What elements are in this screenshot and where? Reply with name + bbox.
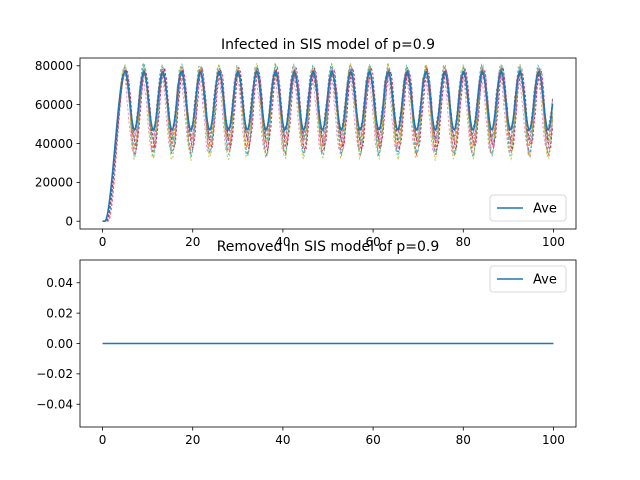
legend-label-ave: Ave: [533, 202, 557, 217]
chart-panel-1: Infected in SIS model of p=0.9 0 20 40 60 80 1…: [35, 37, 577, 249]
x-tick-label: 100: [542, 235, 565, 249]
legend-box: [489, 265, 567, 293]
y-tick-label: −0.04: [36, 398, 73, 412]
y-tick-label: 20000: [35, 176, 73, 190]
legend-label-ave: Ave: [533, 273, 557, 288]
legend: Ave: [489, 194, 567, 222]
y-tick-label: −0.02: [36, 367, 73, 381]
x-tick-label: 40: [275, 433, 290, 447]
x-tick-label: 0: [99, 235, 107, 249]
x-tick-label: 60: [365, 235, 380, 249]
x-tick-label: 0: [99, 433, 107, 447]
x-tick-label: 20: [185, 235, 200, 249]
legend: Ave: [489, 265, 567, 293]
y-tick-label: 0: [65, 215, 73, 229]
run-line-3: [102, 65, 553, 222]
chart-title: Removed in SIS model of p=0.9: [217, 239, 440, 255]
legend-box: [489, 194, 567, 222]
y-tick-label: 0.00: [46, 337, 73, 351]
y-tick-label: 60000: [35, 98, 73, 112]
chart-panel-2: Removed in SIS model of p=0.9 0 20 40 60 80 10…: [36, 239, 577, 447]
x-tick-label: 80: [456, 235, 471, 249]
x-tick-label: 80: [456, 433, 471, 447]
x-tick-label: 60: [365, 433, 380, 447]
chart-title: Infected in SIS model of p=0.9: [221, 37, 435, 53]
plot-area: [102, 61, 554, 223]
x-tick-label: 20: [185, 433, 200, 447]
y-tick-label: 40000: [35, 137, 73, 151]
y-tick-label: 0.02: [46, 306, 73, 320]
y-tick-label: 0.04: [46, 276, 73, 290]
x-tick-label: 40: [275, 235, 290, 249]
run-line-10: [102, 65, 553, 222]
x-tick-label: 100: [542, 433, 565, 447]
series-line-ave: [102, 70, 554, 223]
y-tick-label: 80000: [35, 59, 73, 73]
